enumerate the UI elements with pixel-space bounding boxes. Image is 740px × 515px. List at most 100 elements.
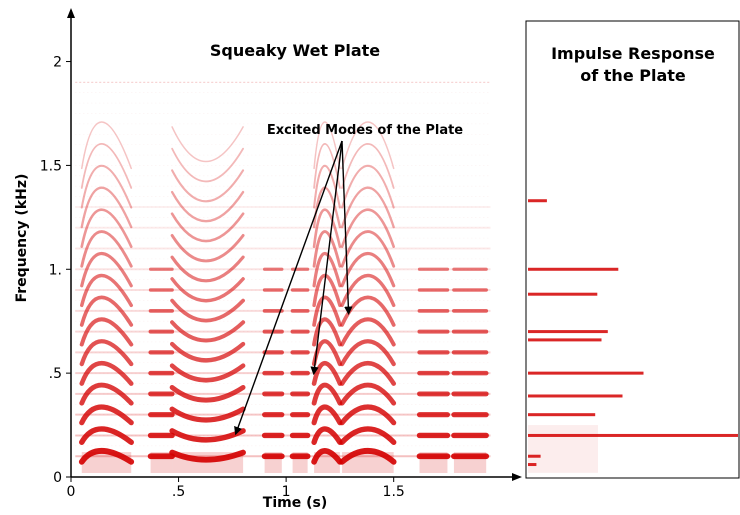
impulse-bar <box>528 267 619 271</box>
harmonic-path <box>339 382 397 406</box>
harmonic-path <box>80 273 133 308</box>
impulse-bar <box>528 394 623 398</box>
harmonic-path <box>170 212 245 243</box>
harmonic-path <box>80 164 133 209</box>
burst-base <box>172 452 244 473</box>
harmonic-path <box>313 142 341 189</box>
impulse-bar <box>528 330 608 334</box>
spectrogram-panel: 0 .5 1. 1.5 2 0 .5 1 1.5 Squeaky Wet Plate Time… <box>14 8 522 511</box>
impulse-smear <box>528 425 598 473</box>
harmonic-path <box>311 426 343 445</box>
burst-base <box>264 452 282 473</box>
annotation-arrows <box>234 140 353 436</box>
harmonic-path <box>340 208 396 248</box>
harmonic-path <box>341 143 395 189</box>
harmonic-path <box>79 317 134 347</box>
impulse-response-panel: Impulse Response of the Plate <box>525 20 740 479</box>
harmonic-path <box>312 251 342 288</box>
impulse-bar <box>528 463 537 467</box>
harmonic-path <box>339 448 397 465</box>
x-tick-label: .5 <box>172 484 185 500</box>
burst-base <box>292 452 308 473</box>
y-tick-label: 2 <box>53 55 62 71</box>
harmonic-path <box>169 363 246 383</box>
annotation-arrow <box>234 140 343 436</box>
burst-base <box>81 452 132 473</box>
x-tick-label: 1.5 <box>383 484 405 500</box>
x-axis-label: Time (s) <box>263 495 327 511</box>
impulse-title-line-2: of the Plate <box>580 66 686 85</box>
impulse-bar <box>528 454 541 458</box>
harmonic-path <box>311 382 343 406</box>
impulse-bar <box>528 199 547 203</box>
harmonic-path <box>80 143 133 189</box>
y-axis-label: Frequency (kHz) <box>14 174 30 303</box>
harmonic-path <box>169 341 246 363</box>
y-tick-label: 1. <box>49 262 62 278</box>
harmonic-path <box>79 404 134 426</box>
x-tick-label: 1 <box>282 484 291 500</box>
harmonic-path <box>340 230 396 268</box>
harmonic-path <box>79 295 134 327</box>
harmonic-path <box>312 295 342 327</box>
annotation-arrow <box>310 140 343 376</box>
harmonic-path <box>171 147 244 183</box>
x-tick-label: 0 <box>67 484 76 500</box>
harmonic-path <box>169 384 246 403</box>
y-tick-label: .5 <box>49 366 62 382</box>
impulse-title-line-1: Impulse Response <box>551 44 715 63</box>
y-tick-label: 1.5 <box>40 158 62 174</box>
harmonic-path <box>80 230 133 268</box>
harmonic-path <box>79 426 134 445</box>
burst-base <box>150 452 173 473</box>
harmonic-path <box>170 277 245 303</box>
harmonic-path <box>312 230 342 268</box>
harmonic-path <box>339 360 396 386</box>
harmonic-path <box>170 255 245 283</box>
annotation-arrow <box>341 140 353 316</box>
harmonic-path <box>311 361 343 386</box>
harmonic-path <box>170 190 245 223</box>
harmonic-path <box>312 273 342 308</box>
burst-base <box>419 452 448 473</box>
harmonic-path <box>79 360 134 386</box>
impulse-bar <box>528 292 598 296</box>
y-axis-arrow-icon <box>67 8 75 18</box>
harmonic-path <box>80 252 133 288</box>
harmonic-path <box>169 449 246 463</box>
harmonic-path <box>340 317 396 347</box>
impulse-bar <box>528 371 644 375</box>
harmonic-path <box>171 169 245 203</box>
burst-base <box>342 452 394 473</box>
harmonic-path <box>312 208 342 248</box>
impulse-response-frame <box>525 20 740 479</box>
harmonic-path <box>313 121 341 170</box>
harmonic-path <box>341 121 395 170</box>
y-ticks: 0 .5 1. 1.5 2 <box>40 55 71 486</box>
harmonic-path <box>80 121 132 170</box>
harmonic-path <box>78 448 135 465</box>
harmonic-path <box>339 404 397 426</box>
harmonic-path <box>311 404 343 426</box>
x-ticks: 0 .5 1 1.5 <box>67 477 405 500</box>
harmonic-path <box>170 320 246 343</box>
x-axis-arrow-icon <box>512 473 522 481</box>
harmonic-path <box>169 406 246 423</box>
annotation: Excited Modes of the Plate <box>234 123 463 436</box>
harmonic-path <box>339 339 396 367</box>
harmonic-path <box>80 208 133 248</box>
impulse-bar <box>528 433 738 437</box>
impulse-response-marks <box>528 199 738 473</box>
harmonic-path <box>170 298 245 323</box>
burst-base <box>453 452 487 473</box>
harmonic-path <box>311 448 343 465</box>
harmonic-path <box>312 317 342 347</box>
burst-base <box>314 452 340 473</box>
harmonic-path <box>339 426 397 445</box>
y-tick-label: 0 <box>53 470 62 486</box>
harmonic-path <box>340 186 395 229</box>
impulse-bar <box>528 413 596 417</box>
harmonic-path <box>341 164 395 209</box>
